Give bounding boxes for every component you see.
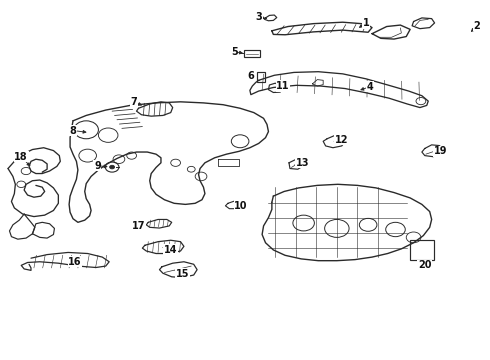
- Bar: [257, 72, 265, 82]
- Text: 20: 20: [418, 260, 432, 270]
- Bar: [244, 50, 260, 57]
- Text: 11: 11: [276, 81, 290, 91]
- Text: 10: 10: [234, 201, 248, 211]
- Text: 2: 2: [474, 21, 481, 31]
- Text: 19: 19: [434, 146, 447, 156]
- Text: 18: 18: [14, 152, 28, 162]
- Circle shape: [110, 165, 115, 169]
- Text: 12: 12: [335, 135, 348, 145]
- Bar: [410, 240, 434, 260]
- Text: 14: 14: [164, 245, 177, 255]
- Text: 3: 3: [255, 12, 262, 22]
- Text: 1: 1: [363, 18, 369, 28]
- Text: 13: 13: [296, 158, 309, 168]
- Text: 6: 6: [247, 71, 254, 81]
- Text: 17: 17: [132, 221, 145, 231]
- Text: 8: 8: [70, 126, 76, 135]
- Text: 15: 15: [176, 269, 189, 279]
- Text: 7: 7: [130, 97, 137, 107]
- Text: 16: 16: [68, 257, 82, 267]
- Text: 4: 4: [366, 82, 373, 92]
- Text: 5: 5: [231, 46, 238, 57]
- Text: 9: 9: [94, 161, 101, 171]
